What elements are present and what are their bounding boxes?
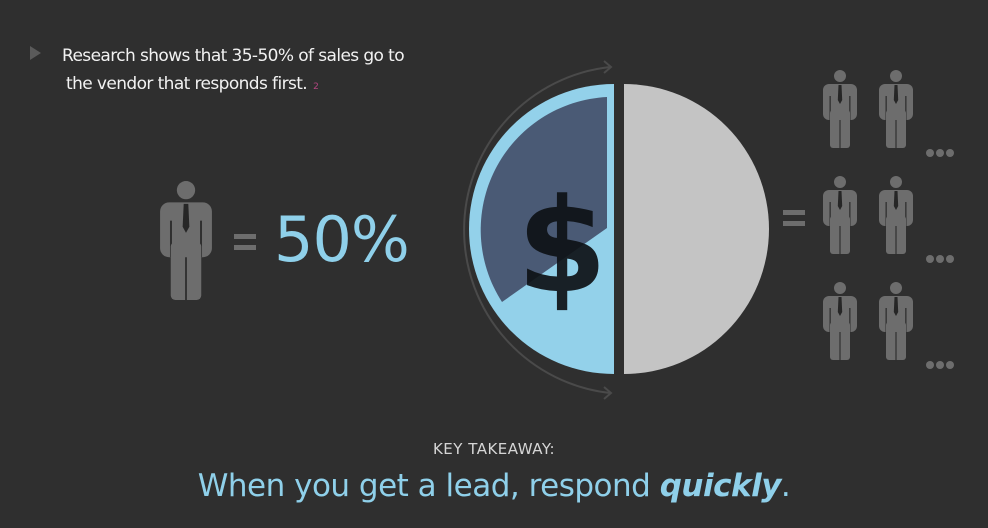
person-icon (823, 282, 857, 362)
arrow-head-top (603, 60, 613, 74)
equals-icon-bar (234, 245, 256, 250)
takeaway-emphasis: quickly (659, 468, 782, 504)
person-icon (879, 282, 913, 362)
person-icon (823, 70, 857, 150)
outer-arc-arrow (463, 66, 611, 394)
intro-line-2: the vendor that responds first. 2 (62, 70, 404, 101)
dollar-icon: $ (517, 170, 607, 322)
ellipsis-icon (926, 354, 956, 369)
takeaway-text-end: . (780, 468, 791, 504)
person-icon (879, 70, 913, 150)
person-icon (823, 176, 857, 256)
person-icon (879, 176, 913, 256)
pie-right-half (624, 84, 769, 374)
footnote-reference[interactable]: 2 (313, 82, 319, 92)
person-icon (160, 181, 212, 303)
bullet-triangle-icon (30, 46, 41, 60)
pie-inner-segment (480, 97, 607, 302)
pie-graphic: $ (463, 60, 769, 400)
takeaway-text-start: When you get a lead, respond (197, 468, 660, 504)
takeaway-text: When you get a lead, respond quickly. (0, 468, 988, 504)
equals-icon (234, 234, 256, 239)
arrow-head-bottom (603, 386, 613, 400)
intro-text: Research shows that 35-50% of sales go t… (62, 42, 405, 101)
equals-icon-right (783, 210, 805, 215)
percentage-value: 50% (274, 203, 410, 276)
intro-line-1: Research shows that 35-50% of sales go t… (62, 46, 405, 66)
ellipsis-icon (926, 248, 956, 263)
takeaway-label: KEY TAKEAWAY: (432, 440, 556, 458)
equals-icon-right-bar (783, 221, 805, 226)
ellipsis-icon (926, 142, 956, 157)
intro-line-2-text: the vendor that responds first. (66, 74, 308, 94)
